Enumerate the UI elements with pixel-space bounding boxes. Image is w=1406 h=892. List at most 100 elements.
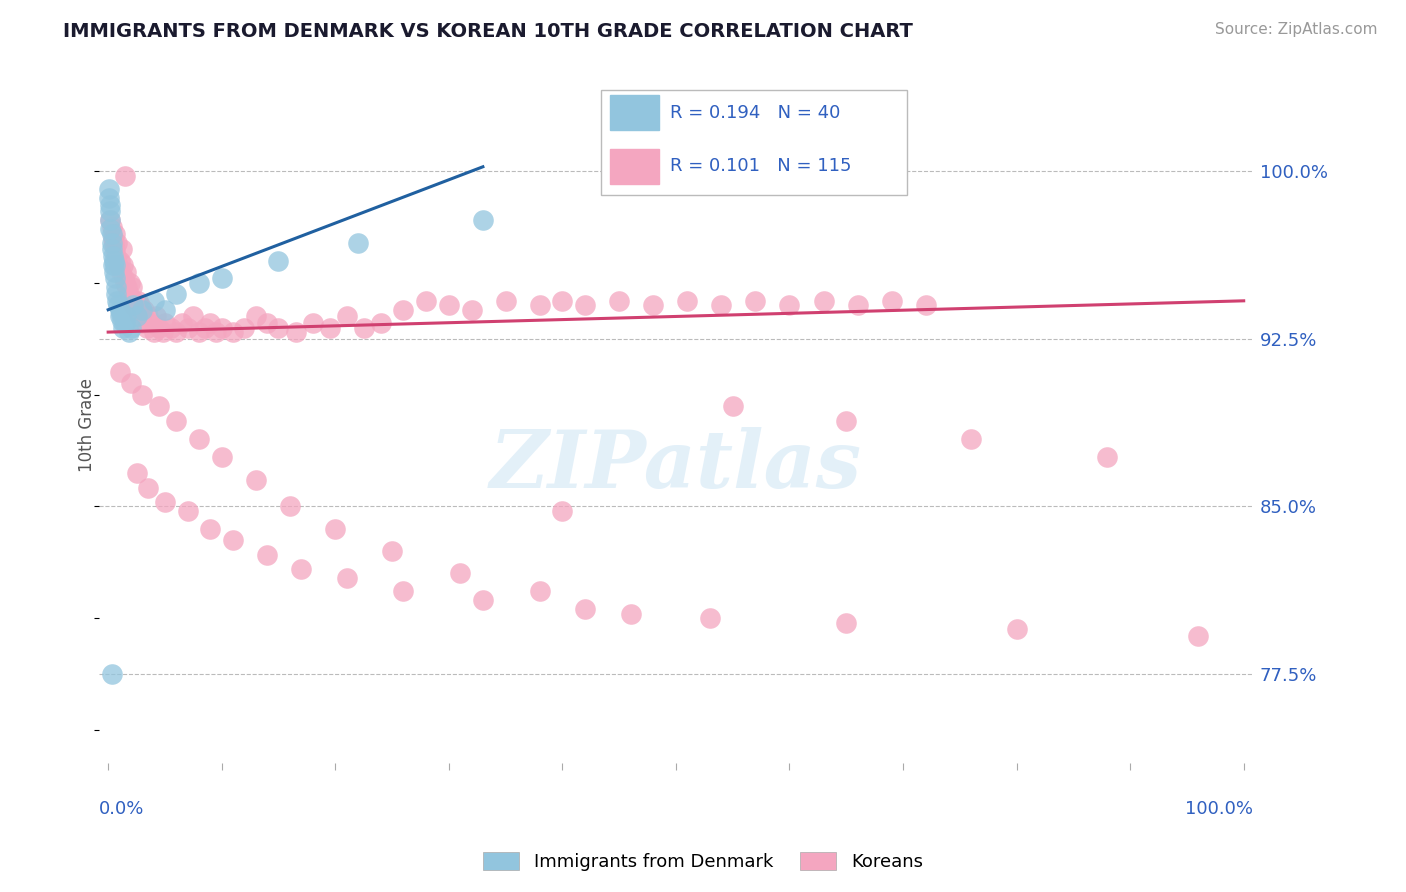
Point — [153, 302, 176, 317]
Point — [148, 320, 170, 334]
Point — [104, 243, 127, 257]
Point — [529, 298, 551, 312]
Point — [336, 571, 359, 585]
Point — [914, 298, 936, 312]
Point — [211, 271, 233, 285]
Point — [118, 276, 141, 290]
Point — [136, 310, 159, 324]
Point — [110, 265, 132, 279]
Point — [115, 265, 138, 279]
Point — [1097, 450, 1119, 465]
Point — [211, 320, 233, 334]
Point — [105, 287, 128, 301]
Point — [200, 316, 222, 330]
Point — [120, 376, 142, 391]
Point — [108, 365, 131, 379]
Point — [233, 320, 256, 334]
Point — [145, 310, 167, 324]
Point — [108, 302, 131, 317]
Point — [721, 399, 744, 413]
Point — [188, 325, 211, 339]
Point — [111, 314, 134, 328]
Point — [176, 320, 198, 334]
Point — [188, 433, 211, 447]
Point — [301, 316, 323, 330]
Point — [134, 302, 156, 317]
Y-axis label: 10th Grade: 10th Grade — [79, 378, 96, 472]
Point — [107, 258, 129, 272]
Point — [98, 191, 121, 205]
Point — [142, 325, 165, 339]
Point — [744, 293, 766, 308]
Point — [245, 473, 267, 487]
Point — [108, 253, 131, 268]
FancyBboxPatch shape — [600, 90, 907, 194]
Point — [114, 276, 136, 290]
Text: R = 0.101   N = 115: R = 0.101 N = 115 — [671, 157, 852, 175]
Point — [104, 258, 127, 272]
Point — [131, 302, 153, 317]
Point — [128, 310, 150, 324]
Point — [100, 666, 122, 681]
Point — [100, 235, 122, 250]
Point — [188, 276, 211, 290]
Point — [114, 316, 136, 330]
Point — [170, 316, 193, 330]
Point — [699, 611, 721, 625]
Point — [117, 287, 139, 301]
Point — [103, 265, 125, 279]
Text: IMMIGRANTS FROM DENMARK VS KOREAN 10TH GRADE CORRELATION CHART: IMMIGRANTS FROM DENMARK VS KOREAN 10TH G… — [63, 22, 912, 41]
Point — [460, 302, 482, 317]
Point — [139, 316, 162, 330]
Point — [960, 433, 983, 447]
Point — [183, 310, 205, 324]
Point — [835, 615, 858, 630]
Point — [129, 298, 152, 312]
Text: 100.0%: 100.0% — [1185, 800, 1253, 819]
Point — [710, 298, 733, 312]
Point — [148, 399, 170, 413]
Point — [112, 271, 135, 285]
Point — [101, 231, 124, 245]
Point — [159, 320, 181, 334]
Point — [100, 198, 122, 212]
Point — [111, 243, 134, 257]
Point — [103, 253, 125, 268]
Point — [114, 169, 136, 183]
Point — [643, 298, 665, 312]
FancyBboxPatch shape — [610, 149, 658, 184]
Point — [222, 325, 245, 339]
Point — [142, 293, 165, 308]
Point — [267, 320, 290, 334]
Point — [121, 280, 143, 294]
Point — [336, 310, 359, 324]
Point — [574, 602, 596, 616]
Point — [211, 450, 233, 465]
Point — [98, 182, 121, 196]
Point — [111, 258, 134, 272]
Point — [1005, 622, 1028, 636]
Point — [290, 562, 312, 576]
Point — [122, 298, 145, 312]
Point — [135, 320, 157, 334]
Point — [101, 258, 124, 272]
Point — [194, 320, 217, 334]
Point — [471, 213, 494, 227]
Point — [127, 293, 149, 308]
Point — [449, 566, 471, 581]
Point — [105, 280, 128, 294]
Point — [120, 320, 142, 334]
Point — [779, 298, 801, 312]
Point — [415, 293, 437, 308]
Point — [153, 316, 176, 330]
Point — [278, 500, 301, 514]
Point — [495, 293, 517, 308]
Point — [353, 320, 375, 334]
Point — [205, 325, 228, 339]
Point — [370, 316, 392, 330]
Point — [100, 220, 122, 235]
Point — [101, 249, 124, 263]
Text: 0.0%: 0.0% — [98, 800, 145, 819]
Point — [111, 320, 134, 334]
Point — [165, 287, 187, 301]
